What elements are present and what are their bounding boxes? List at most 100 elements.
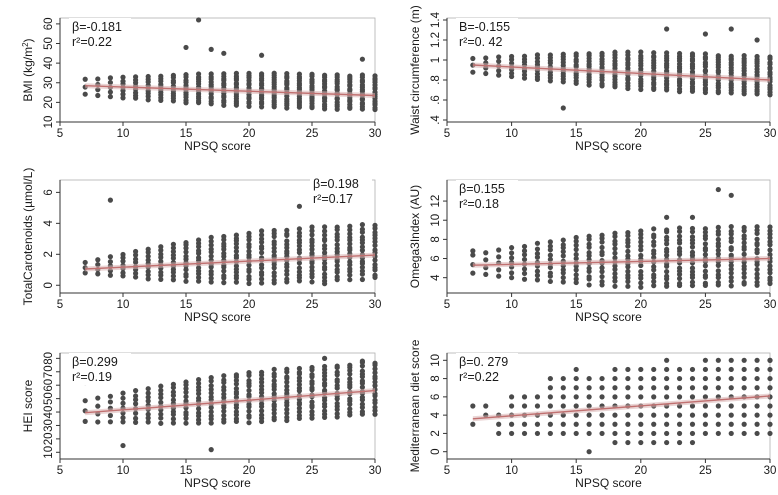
mediterranean-data-point	[651, 394, 657, 400]
hei-data-point	[145, 394, 151, 400]
carotenoids-data-point	[309, 237, 315, 243]
carotenoids-data-point	[309, 232, 315, 238]
waist-x-axis-title: NPSQ score	[575, 139, 642, 153]
waist-data-point	[599, 81, 605, 87]
omega3-data-point	[754, 279, 760, 285]
carotenoids-data-point	[259, 236, 265, 242]
omega3-data-point	[547, 278, 553, 285]
waist-data-point	[483, 70, 489, 77]
carotenoids-data-point	[208, 279, 214, 285]
mediterranean-data-point	[754, 357, 760, 363]
bmi-data-point	[359, 56, 365, 62]
carotenoids-data-point	[145, 253, 151, 259]
carotenoids-data-point	[196, 274, 202, 281]
mediterranean-data-point	[728, 375, 734, 382]
carotenoids-points	[82, 197, 378, 287]
bmi-data-point	[259, 52, 265, 58]
waist-data-point	[496, 72, 502, 78]
hei-data-point	[372, 360, 378, 366]
omega3-data-point	[534, 254, 541, 260]
mediterranean-points	[470, 357, 773, 455]
bmi-data-point	[120, 78, 126, 84]
bmi-data-point	[372, 73, 378, 79]
hei-data-point	[296, 375, 302, 381]
omega3-data-point	[586, 282, 592, 288]
carotenoids-data-point	[107, 259, 113, 265]
mediterranean-data-point	[689, 385, 696, 391]
waist-data-point	[521, 72, 528, 78]
omega3-data-point	[728, 245, 734, 251]
waist-data-point	[702, 31, 709, 37]
carotenoids-data-point	[284, 227, 290, 233]
carotenoids-data-point	[359, 268, 365, 274]
carotenoids-data-point	[347, 277, 353, 283]
omega3-data-point	[741, 274, 747, 280]
omega3-data-point	[573, 251, 579, 258]
carotenoids-data-point	[347, 241, 353, 247]
carotenoids-data-point	[372, 261, 378, 268]
omega3-data-point	[767, 228, 773, 234]
hei-data-point	[82, 398, 88, 404]
carotenoids-data-point	[221, 268, 227, 274]
hei-data-point	[133, 410, 139, 416]
mediterranean-y-tick-label: 10	[430, 354, 442, 367]
mediterranean-data-point	[625, 421, 631, 427]
carotenoids-data-point	[296, 265, 302, 271]
mediterranean-data-point	[509, 394, 515, 400]
carotenoids-data-point	[309, 279, 315, 285]
hei-data-point	[246, 392, 252, 398]
hei-y-tick-label: 60	[43, 379, 55, 392]
hei-data-point	[359, 378, 365, 384]
mediterranean-data-point	[547, 375, 553, 382]
omega3-data-point	[741, 233, 747, 239]
carotenoids-data-point	[246, 273, 252, 280]
waist-data-point	[664, 50, 670, 56]
mediterranean-y-tick-label: 2	[430, 430, 442, 436]
hei-data-point	[296, 381, 302, 388]
mediterranean-x-tick-label: 20	[634, 465, 647, 477]
carotenoids-data-point	[196, 237, 202, 243]
bmi-data-point	[196, 17, 202, 23]
omega3-y-tick-label: 6	[430, 255, 442, 261]
carotenoids-data-point	[196, 278, 202, 284]
hei-data-point	[120, 442, 126, 449]
hei-data-point	[309, 378, 315, 385]
omega3-data-point	[664, 280, 670, 286]
bmi-data-point	[221, 71, 227, 77]
carotenoids-data-point	[271, 245, 277, 251]
hei-data-point	[170, 389, 176, 395]
omega3-data-point	[612, 271, 618, 277]
waist-data-point	[586, 51, 592, 57]
omega3-data-point	[521, 243, 528, 250]
hei-data-point	[95, 395, 101, 401]
bmi-data-point	[107, 75, 113, 81]
hei-data-point	[120, 395, 126, 401]
bmi-x-tick-label: 15	[180, 128, 193, 140]
carotenoids-data-point	[95, 257, 101, 263]
hei-data-point	[284, 414, 290, 420]
carotenoids-data-point	[221, 241, 227, 247]
hei-data-point	[208, 420, 214, 426]
carotenoids-x-tick-label: 15	[180, 299, 193, 311]
mediterranean-data-point	[767, 412, 773, 418]
hei-data-point	[259, 401, 265, 407]
hei-data-point	[334, 411, 340, 417]
mediterranean-data-point	[715, 421, 721, 427]
mediterranean-data-point	[625, 430, 631, 437]
carotenoids-data-point	[334, 263, 340, 269]
hei-x-tick-label: 15	[180, 465, 193, 477]
waist-data-point	[547, 52, 553, 58]
carotenoids-data-point	[259, 276, 265, 282]
omega3-data-point	[573, 242, 579, 248]
hei-data-point	[271, 371, 277, 377]
waist-data-point	[676, 50, 683, 57]
carotenoids-data-point	[120, 251, 126, 258]
carotenoids-data-point	[284, 231, 290, 237]
carotenoids-data-point	[246, 262, 252, 268]
hei-beta-label: β=0.299	[72, 355, 118, 369]
omega3-data-point	[728, 235, 734, 241]
carotenoids-stats-box	[310, 175, 372, 207]
carotenoids-data-point	[170, 277, 176, 283]
carotenoids-data-point	[233, 244, 239, 251]
waist-data-point	[767, 82, 773, 89]
